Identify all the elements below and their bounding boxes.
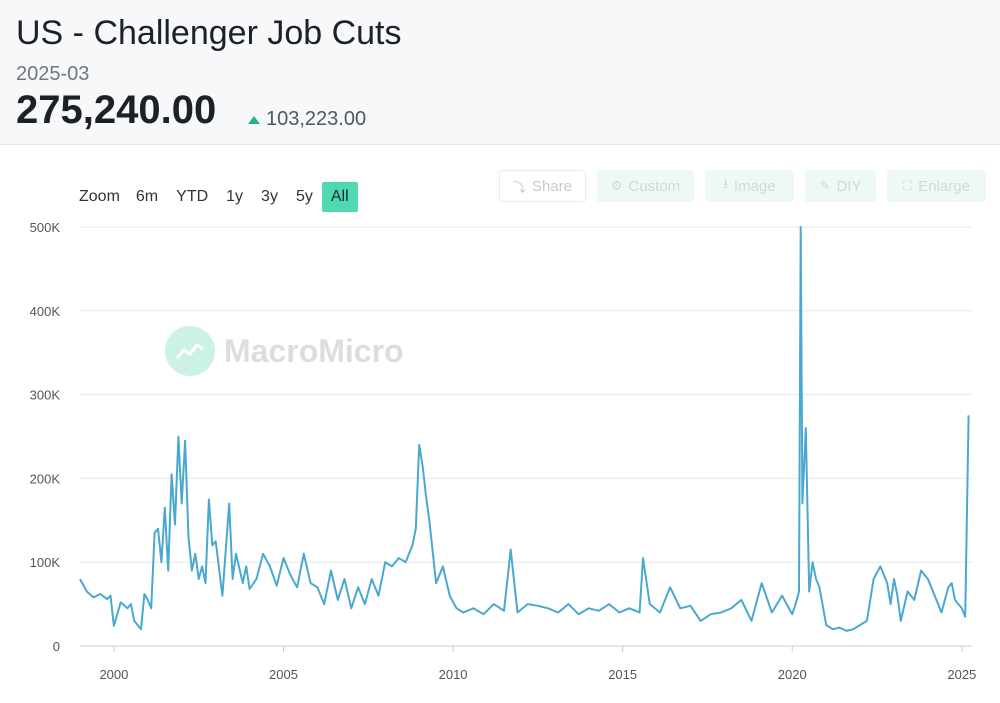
zoom-3y-button[interactable]: 3y — [261, 188, 278, 205]
zoom-ytd-button[interactable]: YTD — [176, 188, 209, 205]
watermark: MacroMicro — [165, 326, 404, 376]
x-axis: 2000 2005 2010 2015 2020 2025 — [99, 646, 976, 682]
x-tick-label: 2020 — [778, 667, 807, 682]
y-tick-label: 0 — [53, 639, 60, 654]
zoom-5y-button[interactable]: 5y — [295, 188, 313, 205]
share-icon: ⤵ — [512, 179, 526, 195]
share-button[interactable]: ⤵ Share — [499, 170, 586, 202]
watermark-text: MacroMicro — [224, 332, 404, 369]
latest-value: 275,240.00 — [16, 88, 217, 132]
y-tick-label: 300K — [30, 388, 61, 403]
enlarge-button[interactable]: ⛶ Enlarge — [887, 170, 986, 202]
y-tick-label: 100K — [30, 555, 61, 570]
triangle-up-icon — [248, 115, 260, 124]
expand-icon: ⛶ — [903, 178, 913, 193]
y-tick-label: 500K — [30, 220, 61, 235]
share-label: Share — [531, 177, 573, 195]
change-value: 103,223.00 — [266, 108, 367, 130]
zoom-1y-button[interactable]: 1y — [226, 188, 244, 205]
download-icon: ⭳ — [723, 176, 728, 191]
image-label: Image — [733, 177, 776, 195]
y-tick-label: 200K — [30, 471, 61, 486]
macromicro-logo-icon — [165, 326, 215, 376]
image-button[interactable]: ⭳ Image — [705, 170, 794, 202]
x-tick-label: 2000 — [99, 667, 128, 682]
change-indicator: 103,223.00 — [248, 108, 366, 131]
y-tick-label: 400K — [30, 304, 61, 319]
page-title: US - Challenger Job Cuts — [16, 14, 402, 52]
zoom-all-button[interactable]: All — [321, 182, 358, 212]
plot-area[interactable] — [79, 226, 970, 632]
zoom-bar: Zoom 6m YTD 1y 3y 5y All — [72, 182, 358, 212]
custom-button[interactable]: ⚙ Custom — [597, 170, 694, 202]
x-tick-label: 2010 — [439, 667, 468, 682]
series-line[interactable] — [79, 226, 970, 632]
y-axis: 0 100K 200K 300K 400K 500K — [30, 220, 61, 654]
grid-lines — [80, 226, 972, 647]
latest-period: 2025-03 — [16, 63, 90, 85]
zoom-label: Zoom — [79, 188, 120, 205]
diy-button[interactable]: ✎ DIY — [805, 170, 876, 202]
diy-label: DIY — [836, 177, 862, 195]
gear-icon: ⚙ — [610, 178, 623, 193]
pencil-icon: ✎ — [819, 178, 831, 193]
x-tick-label: 2025 — [947, 667, 976, 682]
x-tick-label: 2005 — [269, 667, 298, 682]
zoom-6m-button[interactable]: 6m — [135, 188, 159, 205]
header-panel: US - Challenger Job Cuts 2025-03 275,240… — [0, 0, 1000, 145]
x-tick-label: 2015 — [608, 667, 637, 682]
custom-label: Custom — [628, 177, 681, 195]
enlarge-label: Enlarge — [918, 177, 970, 195]
